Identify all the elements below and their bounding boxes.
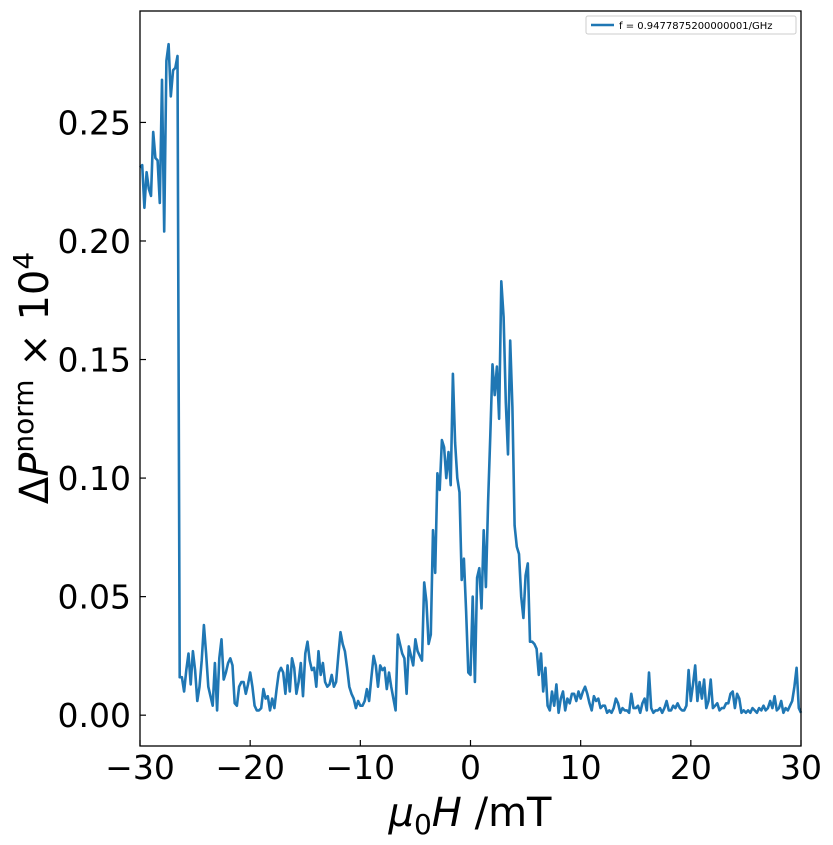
x-tick-label: 20 (670, 748, 712, 787)
y-tick-label: 0.15 (58, 341, 131, 380)
legend-label: f = 0.9477875200000001/GHz (619, 21, 772, 32)
plot-frame (139, 10, 802, 747)
x-tick-label: −10 (326, 748, 396, 787)
y-axis: 0.00 0.05 0.10 0.15 0.20 0.25 (58, 103, 146, 735)
plot-area (139, 42, 803, 715)
y-axis-label: ΔPnorm × 104 (7, 252, 58, 504)
legend: f = 0.9477875200000001/GHz (585, 15, 797, 35)
x-tick-label: 10 (560, 748, 602, 787)
x-tick-label: −20 (215, 748, 285, 787)
y-tick-label: 0.25 (58, 103, 131, 142)
series-line (139, 42, 803, 715)
x-axis-label: μ0H /mT (388, 790, 553, 841)
y-tick-label: 0.20 (58, 222, 131, 261)
y-tick-label: 0.10 (58, 459, 131, 498)
x-axis: −30 −20 −10 0 10 20 30 (105, 740, 822, 787)
x-tick-label: −30 (105, 748, 175, 787)
y-tick-label: 0.05 (58, 578, 131, 617)
x-tick-label: 0 (460, 748, 481, 787)
x-tick-label: 30 (780, 748, 822, 787)
y-tick-label: 0.00 (58, 696, 131, 735)
legend-frame (585, 15, 797, 35)
